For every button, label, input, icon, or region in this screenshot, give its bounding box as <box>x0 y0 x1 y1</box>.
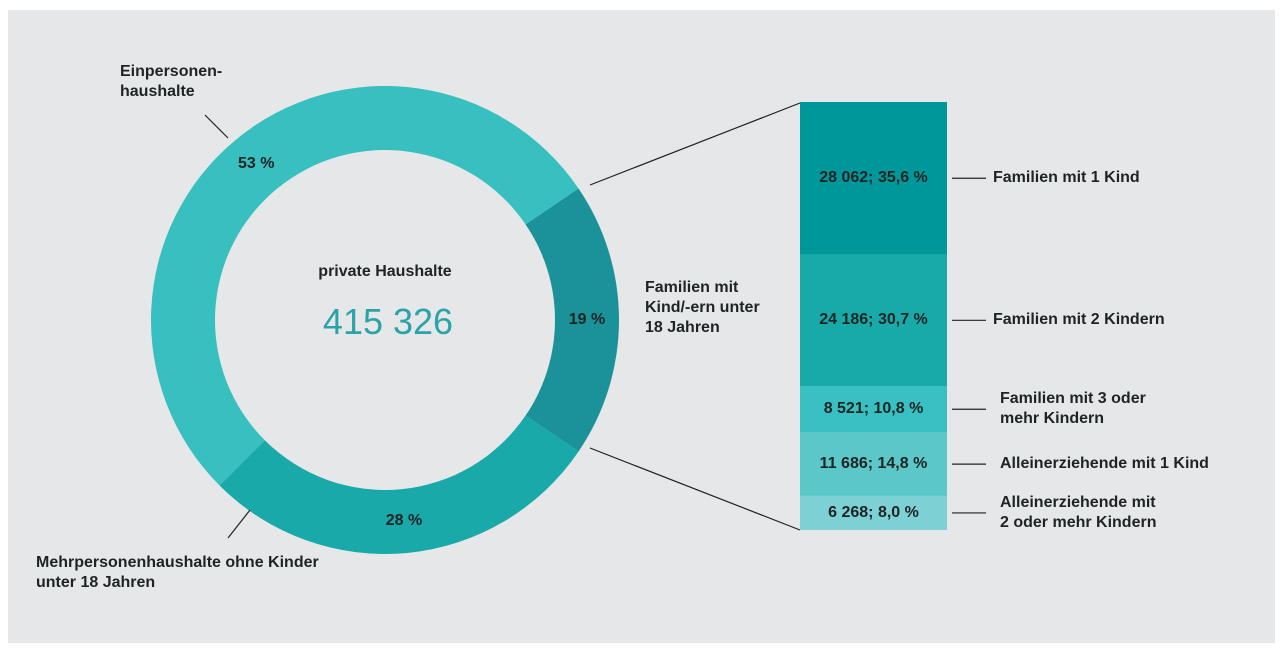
value-label: 28 % <box>385 512 423 530</box>
value-label: 6 268; 8,0 % <box>828 503 919 521</box>
category-label: Familien mit Kind/-ern unter 18 Jahren <box>645 279 760 336</box>
bar-segment <box>800 432 947 496</box>
leader-line <box>589 447 801 531</box>
center-label: private Haushalte <box>318 263 452 280</box>
leader-line <box>227 509 251 539</box>
value-label: 28 062; 35,6 % <box>819 169 928 187</box>
bar-segment <box>800 495 947 530</box>
category-label: Familien mit 1 Kind <box>993 169 1140 187</box>
panel <box>8 10 1275 643</box>
bar-segment <box>800 254 947 387</box>
category-label: Alleinerziehende mit 1 Kind <box>1000 455 1209 473</box>
donut-segment <box>525 188 620 452</box>
category-label: Familien mit 2 Kindern <box>993 311 1165 329</box>
bar-segment <box>800 386 947 433</box>
bar-segment <box>800 102 947 255</box>
donut-segment <box>151 86 579 486</box>
category-label: Einpersonen- haushalte <box>120 63 223 100</box>
value-label: 24 186; 30,7 % <box>819 311 928 329</box>
category-label: Alleinerziehende mit 2 oder mehr Kindern <box>1000 493 1157 531</box>
value-label: 11 686; 14,8 % <box>819 455 928 473</box>
center-value: 415 326 <box>322 301 454 342</box>
leader-line <box>589 102 801 186</box>
value-label: 19 % <box>568 311 606 328</box>
value-label: 53 % <box>238 155 275 173</box>
donut-segment <box>219 415 579 555</box>
leader-line <box>204 114 229 139</box>
category-label: Familien mit 3 oder mehr Kindern <box>1000 390 1146 428</box>
value-label: 8 521; 10,8 % <box>823 400 924 418</box>
category-label: Mehrpersonenhaushalte ohne Kinder unter … <box>36 554 319 591</box>
